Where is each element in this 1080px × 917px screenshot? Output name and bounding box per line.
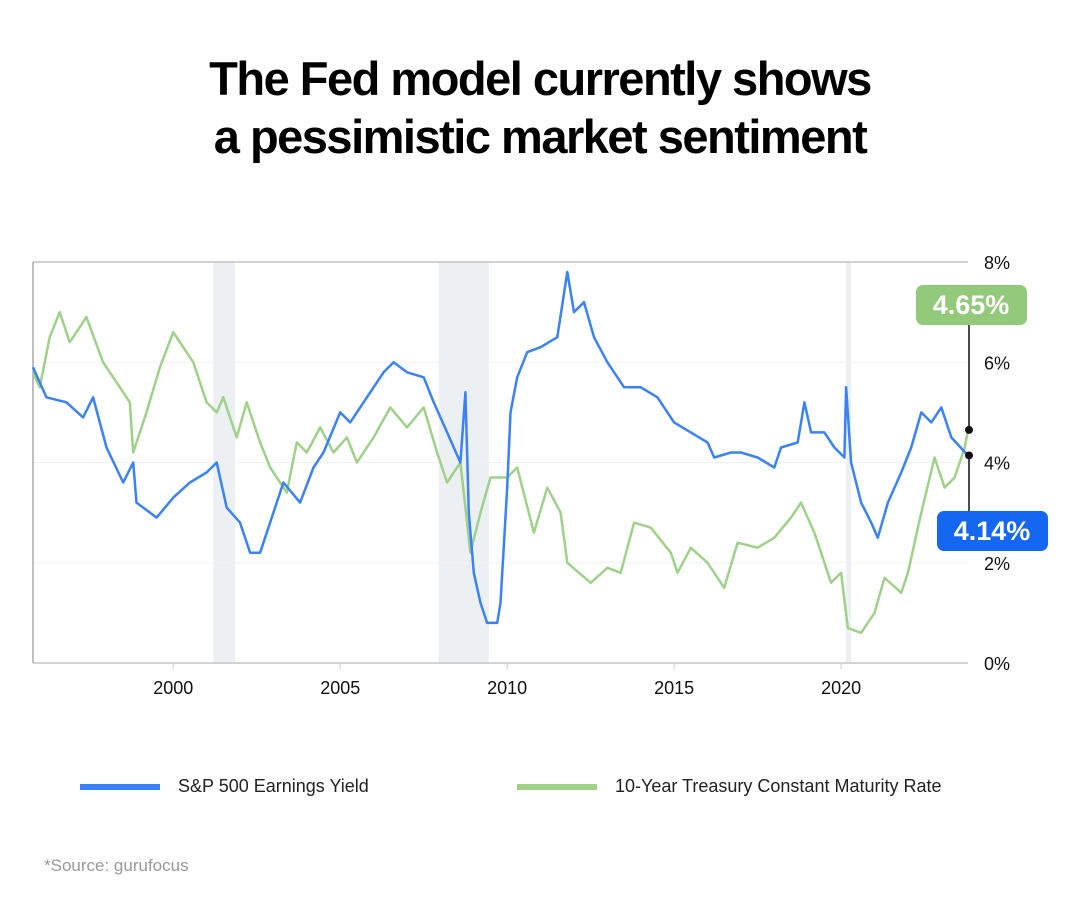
- source-note: *Source: gurufocus: [44, 856, 189, 875]
- legend-label: S&P 500 Earnings Yield: [178, 776, 369, 796]
- earnings-yield-line: [31, 270, 969, 625]
- y-tick-label: 2%: [984, 554, 1010, 574]
- legend-label: 10-Year Treasury Constant Maturity Rate: [615, 776, 942, 796]
- legend-item-earnings-yield: S&P 500 Earnings Yield: [80, 776, 369, 797]
- legend-swatch-green: [517, 783, 597, 790]
- treasury-callout-badge: [916, 285, 1027, 325]
- treasury-rate-line: [31, 310, 970, 635]
- y-tick-label: 4%: [984, 454, 1010, 474]
- earnings-callout-value: 4.14%: [954, 516, 1031, 546]
- y-tick-label: 6%: [984, 353, 1010, 373]
- title-line-2: a pessimistic market sentiment: [213, 110, 868, 163]
- legend-swatch-blue: [80, 783, 160, 790]
- y-tick-label: 0%: [984, 654, 1010, 674]
- legend-item-treasury-rate: 10-Year Treasury Constant Maturity Rate: [517, 776, 942, 797]
- title-line-1: The Fed model currently shows: [209, 52, 872, 105]
- x-tick-label: 2015: [654, 678, 694, 698]
- treasury-callout-value: 4.65%: [933, 290, 1010, 320]
- x-tick-label: 2000: [153, 678, 193, 698]
- callout-dot: [965, 425, 973, 434]
- earnings-callout-badge: [937, 511, 1048, 551]
- callout-dot: [965, 451, 973, 460]
- x-tick-label: 2010: [487, 678, 527, 698]
- x-tick-label: 2005: [320, 678, 360, 698]
- y-tick-label: 8%: [984, 253, 1010, 273]
- page-title: The Fed model currently shows a pessimis…: [0, 50, 1080, 166]
- x-tick-label: 2020: [821, 678, 861, 698]
